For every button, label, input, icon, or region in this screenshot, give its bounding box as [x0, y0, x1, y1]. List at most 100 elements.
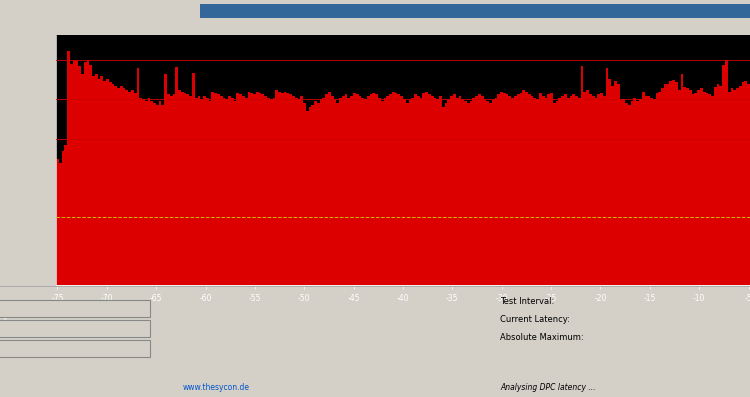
Bar — [458, 96, 461, 397]
Bar — [689, 90, 692, 397]
Bar — [84, 62, 86, 397]
Bar — [650, 98, 652, 397]
Text: s: s — [4, 318, 8, 324]
Bar — [553, 103, 556, 397]
Bar — [466, 103, 470, 397]
Bar — [389, 94, 392, 397]
Bar — [589, 94, 592, 397]
Bar — [642, 91, 644, 397]
FancyBboxPatch shape — [0, 300, 150, 317]
Bar — [556, 101, 559, 397]
Bar — [92, 77, 94, 397]
Bar — [200, 99, 203, 397]
Bar — [73, 60, 76, 397]
Bar — [678, 90, 680, 397]
Bar — [409, 99, 411, 397]
Bar — [586, 90, 589, 397]
Bar — [533, 98, 536, 397]
Bar — [425, 91, 428, 397]
Bar — [628, 105, 631, 397]
Bar — [159, 101, 161, 397]
Bar — [392, 91, 394, 397]
Bar — [267, 98, 270, 397]
Bar — [745, 81, 747, 397]
Bar — [375, 94, 378, 397]
Bar — [264, 96, 267, 397]
Bar — [290, 94, 292, 397]
Bar — [122, 88, 125, 397]
Bar — [231, 98, 234, 397]
Bar — [478, 94, 481, 397]
Bar — [670, 81, 672, 397]
Bar — [509, 96, 512, 397]
Bar — [300, 96, 303, 397]
Bar — [192, 73, 195, 397]
Bar — [422, 93, 425, 397]
Bar — [606, 68, 608, 397]
Bar — [484, 99, 486, 397]
Bar — [430, 96, 433, 397]
Bar — [512, 98, 514, 397]
Bar — [614, 81, 616, 397]
Bar — [683, 87, 686, 397]
Bar — [703, 91, 706, 397]
Bar — [272, 98, 275, 397]
Bar — [195, 98, 197, 397]
Bar — [378, 98, 381, 397]
Bar — [522, 90, 525, 397]
Bar — [400, 96, 403, 397]
Bar — [328, 91, 331, 397]
Bar — [187, 94, 189, 397]
Bar — [326, 94, 328, 397]
Bar — [664, 84, 667, 397]
Bar — [253, 94, 256, 397]
Bar — [86, 60, 89, 397]
Bar — [153, 103, 156, 397]
Bar — [306, 111, 308, 397]
Bar — [503, 93, 506, 397]
Bar — [411, 98, 414, 397]
Bar — [211, 91, 214, 397]
Bar — [700, 88, 703, 397]
Bar — [244, 98, 248, 397]
Bar — [181, 91, 184, 397]
Bar — [151, 101, 153, 397]
Bar — [292, 96, 295, 397]
Bar — [278, 91, 280, 397]
Bar — [120, 86, 122, 397]
Bar — [117, 88, 120, 397]
Text: Absolute Maximum:: Absolute Maximum: — [500, 333, 584, 342]
Bar — [206, 98, 209, 397]
Bar — [470, 101, 472, 397]
Bar — [356, 94, 358, 397]
Text: Current Latency:: Current Latency: — [500, 315, 570, 324]
Bar — [320, 99, 322, 397]
Bar — [417, 96, 420, 397]
Bar — [698, 90, 700, 397]
Bar — [314, 101, 317, 397]
Bar — [436, 99, 439, 397]
Bar — [383, 98, 386, 397]
Bar — [595, 98, 597, 397]
Bar — [167, 94, 170, 397]
Bar — [536, 99, 539, 397]
Bar — [342, 96, 345, 397]
Text: µs: µs — [4, 300, 12, 306]
Bar — [251, 93, 253, 397]
Bar — [217, 94, 220, 397]
Bar — [112, 84, 114, 397]
Bar — [373, 93, 375, 397]
Bar — [403, 99, 406, 397]
Bar — [461, 99, 464, 397]
Bar — [89, 65, 92, 397]
Bar — [134, 93, 136, 397]
Bar — [603, 96, 606, 397]
Bar — [350, 96, 353, 397]
Bar — [445, 103, 448, 397]
Bar — [559, 98, 561, 397]
Bar — [394, 93, 398, 397]
Bar — [275, 90, 278, 397]
Bar — [481, 96, 484, 397]
Bar — [639, 99, 642, 397]
Bar — [62, 151, 64, 397]
